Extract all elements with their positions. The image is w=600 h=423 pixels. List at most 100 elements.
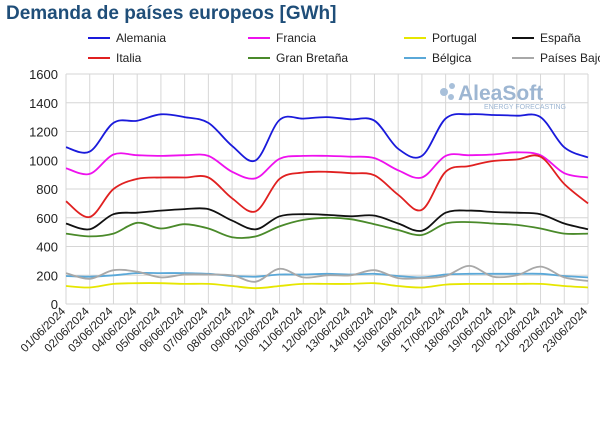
data-point-italia [231, 197, 233, 199]
legend-label: España [540, 31, 581, 45]
data-point-italia [421, 209, 423, 211]
data-point-paises-bajos [136, 270, 138, 272]
data-point-espana [350, 215, 352, 217]
data-point-alemania [350, 118, 352, 120]
data-point-alemania [231, 145, 233, 147]
legend-label: Países Bajos [540, 51, 600, 65]
data-point-gran-bretana [373, 223, 375, 225]
data-point-espana [65, 222, 67, 224]
data-point-italia [89, 216, 91, 218]
legend-label: Italia [116, 51, 142, 65]
data-point-paises-bajos [444, 275, 446, 277]
data-point-italia [563, 183, 565, 185]
data-point-belgica [539, 273, 541, 275]
data-point-espana [516, 212, 518, 214]
data-point-belgica [468, 273, 470, 275]
data-point-gran-bretana [563, 232, 565, 234]
y-tick-label: 800 [36, 182, 58, 197]
data-point-francia [183, 154, 185, 156]
legend-label: Bélgica [432, 51, 472, 65]
data-point-francia [231, 171, 233, 173]
data-point-paises-bajos [207, 273, 209, 275]
data-point-belgica [302, 273, 304, 275]
data-point-portugal [492, 283, 494, 285]
data-point-belgica [373, 273, 375, 275]
data-point-alemania [516, 114, 518, 116]
data-point-alemania [492, 114, 494, 116]
data-point-belgica [278, 273, 280, 275]
data-point-portugal [278, 285, 280, 287]
data-point-espana [160, 209, 162, 211]
data-point-italia [492, 160, 494, 162]
series-line-francia [65, 151, 589, 180]
data-point-italia [326, 171, 328, 173]
data-point-francia [587, 176, 589, 178]
data-point-espana [373, 214, 375, 216]
watermark-brand: AleaSoft [458, 82, 543, 105]
y-tick-label: 1600 [29, 67, 58, 82]
data-point-paises-bajos [278, 268, 280, 270]
data-point-italia [65, 200, 67, 202]
data-point-francia [255, 177, 257, 179]
data-point-paises-bajos [516, 274, 518, 276]
data-point-gran-bretana [516, 224, 518, 226]
data-point-espana [587, 228, 589, 230]
data-point-francia [112, 153, 114, 155]
data-point-portugal [587, 286, 589, 288]
data-point-francia [136, 154, 138, 156]
data-point-portugal [183, 283, 185, 285]
data-point-belgica [89, 275, 91, 277]
data-point-italia [468, 165, 470, 167]
data-point-gran-bretana [160, 227, 162, 229]
data-point-portugal [160, 282, 162, 284]
data-point-alemania [373, 120, 375, 122]
data-point-italia [350, 172, 352, 174]
series-line-alemania [65, 113, 589, 163]
data-point-portugal [207, 283, 209, 285]
data-point-alemania [302, 117, 304, 119]
data-point-belgica [65, 275, 67, 277]
data-point-portugal [326, 283, 328, 285]
watermark-tagline: ENERGY FORECASTING [484, 104, 566, 111]
data-point-gran-bretana [255, 235, 257, 237]
legend-label: Gran Bretaña [276, 51, 348, 65]
legend-label: Alemania [116, 31, 166, 45]
y-tick-label: 1200 [29, 125, 58, 140]
data-point-portugal [444, 283, 446, 285]
data-point-paises-bajos [65, 272, 67, 274]
data-point-portugal [89, 286, 91, 288]
data-point-portugal [539, 283, 541, 285]
y-tick-label: 400 [36, 240, 58, 255]
series-line-italia [65, 154, 589, 218]
series-line-gran-bretana [65, 216, 589, 239]
data-point-gran-bretana [326, 217, 328, 219]
data-point-belgica [255, 275, 257, 277]
data-point-portugal [65, 285, 67, 287]
data-point-paises-bajos [350, 274, 352, 276]
y-tick-label: 0 [51, 297, 58, 312]
data-point-francia [516, 151, 518, 153]
data-point-italia [278, 178, 280, 180]
data-point-alemania [112, 122, 114, 124]
y-tick-label: 1000 [29, 153, 58, 168]
data-point-portugal [112, 283, 114, 285]
data-point-gran-bretana [89, 235, 91, 237]
data-point-gran-bretana [444, 222, 446, 224]
data-point-alemania [136, 120, 138, 122]
data-point-espana [468, 209, 470, 211]
data-point-gran-bretana [302, 219, 304, 221]
data-point-gran-bretana [421, 234, 423, 236]
data-point-gran-bretana [468, 221, 470, 223]
data-point-gran-bretana [539, 227, 541, 229]
data-point-paises-bajos [397, 277, 399, 279]
data-point-paises-bajos [183, 273, 185, 275]
data-point-espana [89, 228, 91, 230]
data-point-paises-bajos [421, 277, 423, 279]
series-line-paises-bajos [65, 264, 589, 283]
data-point-alemania [587, 156, 589, 158]
data-point-espana [397, 222, 399, 224]
data-point-espana [444, 212, 446, 214]
data-point-paises-bajos [468, 265, 470, 267]
data-point-belgica [160, 272, 162, 274]
